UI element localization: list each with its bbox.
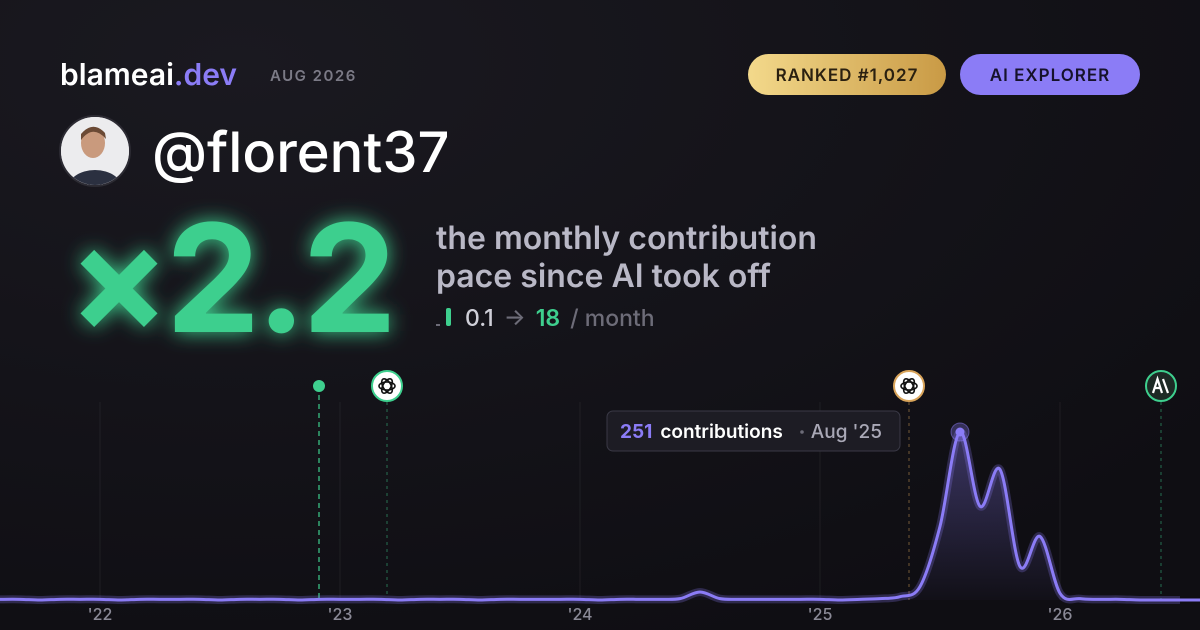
x-tick-label: '23	[328, 604, 353, 624]
plot	[0, 422, 1200, 605]
openai-icon	[371, 370, 403, 402]
explorer-text: AI EXPLORER	[990, 66, 1111, 86]
pace-to: 18	[536, 304, 560, 332]
pace: 0.1 → 18 / month	[465, 304, 655, 332]
explorer-badge	[960, 54, 1140, 95]
brand-tld: .dev	[174, 57, 237, 93]
pace-icon-large	[446, 308, 451, 326]
x-tick-label: '22	[88, 604, 113, 624]
event-dot	[313, 380, 325, 392]
tooltip: 251 contributions Aug '25	[606, 410, 901, 452]
multiplier: ×2.2	[68, 188, 393, 369]
tooltip-unit: contributions	[660, 420, 782, 443]
tooltip-value: 251	[620, 420, 652, 443]
date: AUG 2026	[270, 66, 357, 85]
openai-icon	[893, 370, 925, 402]
line	[0, 430, 1180, 602]
x-tick-label: '26	[1048, 604, 1073, 624]
rank-text: RANKED #1,027	[776, 66, 919, 86]
anthropic-icon	[1145, 370, 1177, 402]
tooltip-separator	[800, 430, 804, 434]
rank-badge	[748, 54, 946, 95]
handle: @florent37	[152, 118, 450, 186]
brand: blameai.dev	[60, 57, 237, 93]
pace-arrow: →	[504, 304, 526, 332]
tooltip-text: 251 contributions Aug '25	[620, 420, 882, 443]
pace-icon-small	[436, 324, 440, 326]
pace-unit: / month	[570, 304, 654, 332]
area	[0, 431, 1180, 601]
tooltip-date: Aug '25	[811, 420, 882, 443]
brand-name: blameai	[60, 57, 174, 93]
x-tick-label: '24	[567, 604, 592, 624]
event-markers	[313, 370, 1177, 600]
subtitle-line: pace since AI took off	[436, 256, 771, 295]
avatar	[59, 115, 131, 187]
x-tick-label: '25	[808, 604, 833, 624]
pace-from: 0.1	[465, 304, 494, 332]
grid: '22 '23 '24 '25 '26	[88, 402, 1073, 624]
tooltip-box	[606, 410, 901, 452]
peak-dot	[955, 427, 965, 437]
subtitle-line: the monthly contribution	[436, 218, 817, 257]
